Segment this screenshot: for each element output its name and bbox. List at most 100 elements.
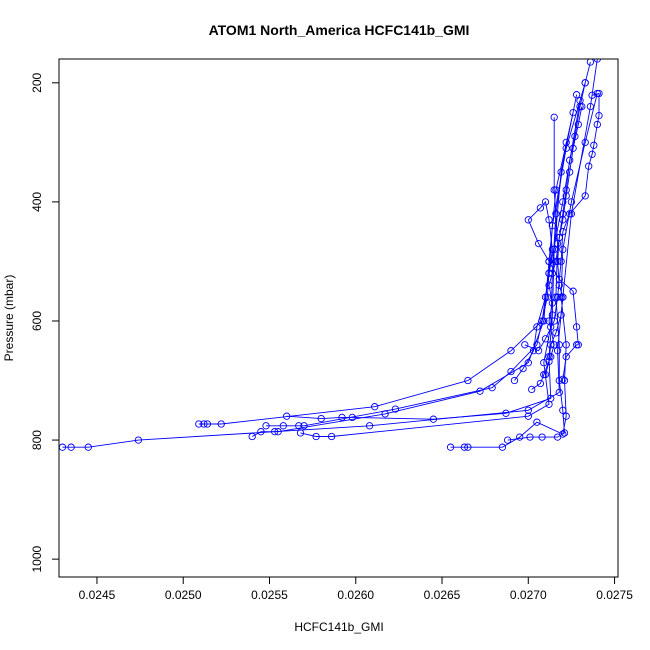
y-tick-label: 200 [30, 72, 44, 92]
data-point [526, 433, 534, 441]
data-point [545, 317, 553, 325]
data-point [533, 323, 541, 331]
data-point [559, 375, 567, 383]
data-point [540, 359, 548, 367]
chart-title: ATOM1 North_America HCFC141b_GMI [209, 22, 470, 38]
data-point [524, 406, 532, 414]
x-axis-title: HCFC141b_GMI [294, 620, 383, 634]
data-point [371, 403, 379, 411]
plot-area [59, 59, 603, 451]
data-point [559, 293, 567, 301]
series-line [545, 61, 591, 375]
data-point [84, 443, 92, 451]
profile-series [510, 198, 582, 385]
profile-series [283, 91, 581, 423]
data-point [296, 429, 305, 437]
y-tick-label: 800 [30, 430, 44, 450]
series-line [266, 82, 586, 427]
data-point [569, 287, 577, 295]
x-tick-label: 0.0270 [510, 588, 547, 602]
data-point [541, 335, 550, 343]
data-point [312, 432, 320, 441]
data-point [327, 432, 336, 441]
data-point [488, 384, 496, 392]
data-point [536, 379, 545, 388]
data-point [553, 257, 562, 266]
profile-series [541, 59, 595, 379]
data-point [574, 120, 582, 129]
data-point [338, 413, 346, 422]
data-point [391, 405, 400, 413]
data-point [534, 239, 543, 248]
data-point [257, 428, 265, 436]
data-point [552, 329, 560, 337]
data-point [502, 409, 510, 417]
y-tick-label: 600 [30, 311, 44, 331]
data-point [550, 113, 558, 121]
data-point [550, 317, 558, 325]
data-point [524, 216, 532, 224]
data-point [545, 357, 553, 366]
data-point [200, 420, 208, 428]
profile-series [248, 108, 577, 441]
data-point [317, 414, 325, 423]
data-point [524, 412, 532, 420]
data-point [429, 415, 438, 423]
x-tick-label: 0.0250 [165, 588, 202, 602]
data-point [271, 428, 279, 436]
data-point [529, 347, 538, 355]
data-point [545, 257, 553, 266]
data-point [588, 150, 596, 158]
data-point [538, 433, 546, 441]
data-point [586, 59, 595, 66]
data-point [566, 168, 574, 176]
data-point [553, 293, 562, 301]
series-line [251, 112, 574, 437]
series-line [507, 117, 565, 441]
data-point [548, 245, 557, 254]
series-line [524, 92, 600, 352]
profile-series [521, 89, 603, 355]
data-point [543, 293, 551, 301]
data-point [507, 367, 515, 376]
data-point [348, 413, 356, 422]
data-point [571, 132, 579, 141]
data-point [555, 233, 563, 242]
data-point [534, 347, 543, 355]
series-line [514, 200, 579, 381]
data-point [593, 120, 601, 129]
data-point [555, 281, 563, 289]
data-point [572, 323, 581, 331]
data-point [567, 198, 576, 206]
series-line [62, 59, 598, 448]
data-point [464, 376, 472, 385]
data-point [274, 428, 282, 436]
data-point [283, 412, 291, 420]
data-point [581, 79, 589, 87]
data-point [562, 138, 570, 147]
data-point [541, 370, 550, 379]
data-point [516, 433, 524, 441]
data-point [464, 443, 472, 451]
data-point [550, 186, 558, 194]
profile-series [503, 113, 569, 444]
data-point [67, 443, 75, 451]
x-tick-label: 0.0265 [424, 588, 461, 602]
data-point [559, 228, 567, 236]
data-point [559, 406, 567, 414]
profile-series [528, 102, 586, 394]
data-point [262, 422, 270, 430]
data-point [595, 89, 603, 98]
data-point [572, 341, 581, 349]
data-point [460, 443, 469, 451]
data-point [507, 347, 515, 355]
data-point [555, 341, 563, 349]
data-point [560, 429, 569, 437]
data-point [553, 433, 562, 441]
plot-frame [58, 58, 619, 578]
data-point [566, 156, 574, 164]
data-point [555, 376, 563, 385]
data-point [295, 422, 303, 430]
profile-series [262, 79, 589, 430]
data-point [588, 91, 596, 99]
